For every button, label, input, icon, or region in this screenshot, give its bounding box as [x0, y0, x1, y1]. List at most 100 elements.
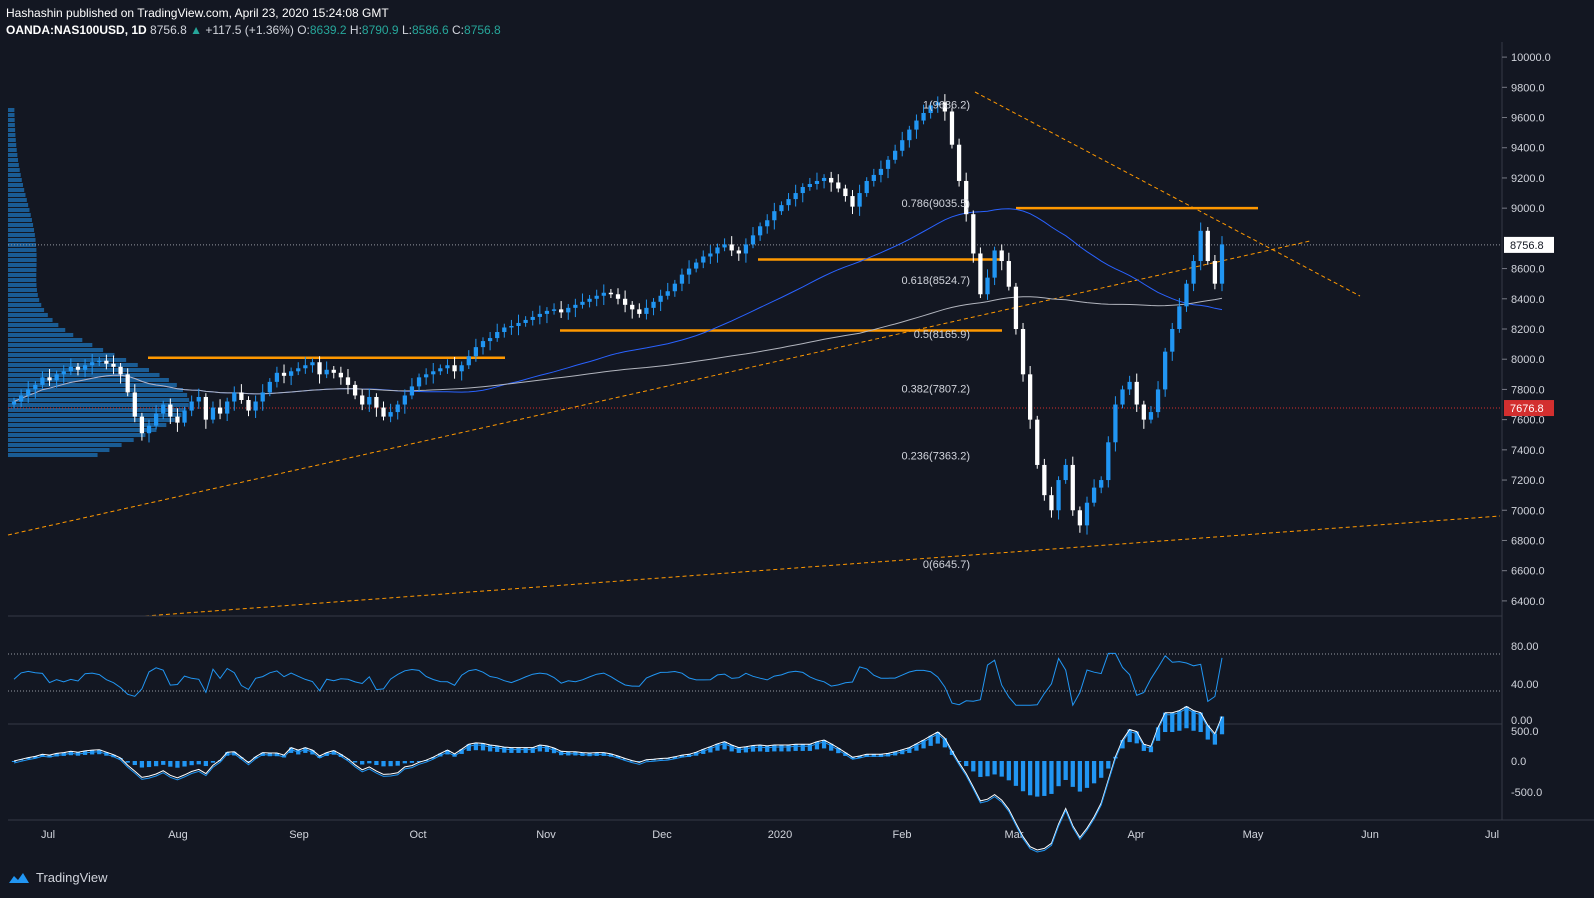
volume-profile-bar	[8, 313, 48, 317]
volume-profile-bar	[8, 263, 37, 267]
macd-histogram-bar	[779, 745, 784, 752]
volume-profile-bar	[8, 383, 177, 387]
volume-profile-bar	[8, 333, 74, 337]
macd-histogram-bar	[26, 757, 31, 759]
candle-body	[551, 309, 557, 311]
red-price-tag	[1504, 400, 1554, 417]
volume-profile-bar	[8, 138, 16, 142]
macd-histogram-bar	[281, 755, 287, 758]
candle-body	[800, 187, 805, 194]
candle-body	[900, 140, 905, 151]
ma-50-line	[13, 208, 1223, 402]
candle-body	[345, 377, 351, 385]
candle-body	[672, 283, 677, 292]
macd-histogram-bar	[679, 755, 685, 758]
volume-profile-bar	[8, 298, 40, 302]
last-price-text: 8756.8	[150, 23, 187, 37]
candle-body	[999, 250, 1004, 262]
red-price-tag-label: 7676.8	[1510, 403, 1544, 415]
macd-histogram-bar	[1120, 740, 1125, 749]
up-arrow-icon: ▲	[190, 23, 202, 37]
macd-histogram-bar	[210, 761, 216, 763]
candle-body	[296, 368, 301, 372]
ma-200-line	[13, 296, 1223, 402]
macd-histogram-bar	[537, 745, 542, 752]
candle-body	[1099, 480, 1104, 488]
volume-profile-bar	[8, 398, 190, 402]
macd-histogram-bar	[999, 761, 1004, 777]
candle-body	[18, 395, 24, 402]
macd-histogram-bar	[402, 761, 407, 764]
candle-body	[210, 407, 216, 420]
volume-profile-bar	[8, 168, 20, 172]
volume-profile-bar	[8, 118, 15, 122]
volume-profile-bar	[8, 283, 37, 287]
macd-histogram-bar	[708, 746, 713, 753]
candle-body	[1219, 244, 1225, 284]
volume-profile-bar	[8, 303, 42, 307]
candle-body	[1028, 374, 1033, 420]
macd-histogram-bar	[992, 761, 997, 775]
candle-body	[836, 182, 841, 189]
candle-body	[33, 384, 38, 390]
candle-body	[892, 150, 898, 160]
candle-body	[1148, 412, 1154, 420]
candle-body	[239, 392, 244, 400]
trend-line	[7, 240, 1311, 536]
candle-body	[651, 301, 656, 308]
volume-profile-bar	[8, 343, 93, 347]
macd-histogram-bar	[523, 747, 528, 753]
volume-profile-bar	[8, 123, 15, 127]
macd-histogram-bar	[1141, 744, 1146, 751]
candle-body	[473, 347, 479, 357]
macd-histogram-bar	[821, 740, 827, 749]
candle-body	[1084, 502, 1090, 526]
x-tick-label: Oct	[409, 829, 426, 841]
candle-body	[352, 384, 358, 396]
x-tick-label: Aug	[168, 829, 188, 841]
macd-histogram-bar	[736, 747, 741, 753]
candle-body	[1191, 261, 1196, 284]
candle-body	[630, 304, 635, 310]
fib-level-label: 0.382(7807.2)	[902, 383, 971, 395]
y-tick-label: 8000.0	[1511, 354, 1545, 366]
candle-body	[288, 371, 294, 376]
candle-body	[608, 292, 614, 295]
candle-body	[964, 180, 969, 215]
macd-histogram-bar	[942, 738, 948, 748]
candle-body	[729, 244, 734, 251]
macd-histogram-bar	[189, 761, 194, 766]
candle-body	[132, 392, 137, 417]
candle-body	[985, 277, 990, 295]
candle-body	[928, 105, 933, 113]
candle-body	[402, 395, 407, 405]
macd-histogram-bar	[1148, 746, 1154, 753]
macd-histogram-bar	[935, 732, 940, 744]
macd-histogram-bar	[431, 757, 436, 759]
candle-body	[1141, 404, 1146, 420]
volume-profile-bar	[8, 448, 110, 452]
volume-profile-bar	[8, 163, 19, 167]
fib-level-label: 1(9686.2)	[923, 100, 970, 112]
macd-histogram-bar	[871, 754, 876, 757]
candle-body	[431, 371, 436, 375]
candle-body	[61, 371, 66, 375]
volume-profile-bar	[8, 208, 30, 212]
candle-body	[338, 372, 344, 378]
candle-body	[118, 366, 123, 375]
x-tick-label: Jul	[41, 829, 55, 841]
trend-line	[144, 515, 1501, 617]
tradingview-logo-icon	[9, 872, 29, 883]
volume-profile-bar	[8, 378, 169, 382]
candle-body	[736, 250, 741, 254]
macd-histogram-bar	[239, 757, 244, 759]
footer[interactable]: TradingView	[8, 870, 108, 885]
candle-body	[1177, 306, 1182, 329]
candle-body	[530, 316, 535, 320]
macd-histogram-bar	[1006, 761, 1011, 781]
macd-histogram-bar	[1212, 733, 1218, 745]
macd-histogram-bar	[1035, 761, 1040, 797]
candle-body	[26, 389, 31, 396]
macd-histogram-bar	[487, 745, 493, 752]
